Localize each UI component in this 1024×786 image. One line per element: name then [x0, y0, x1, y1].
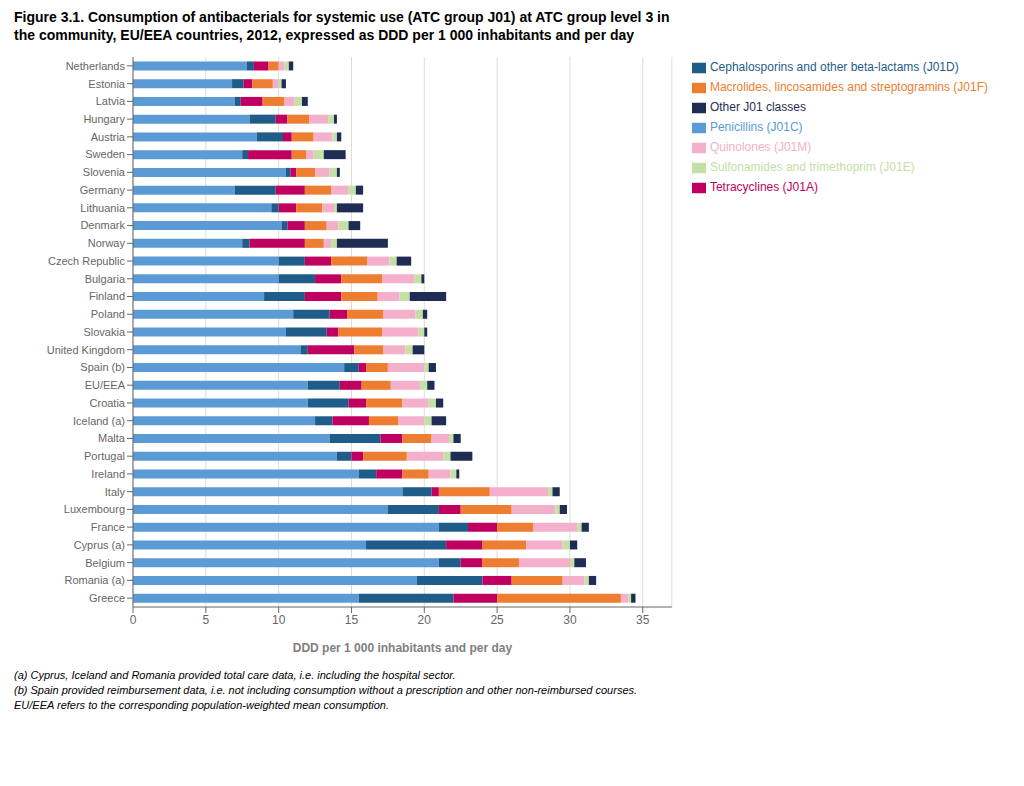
html-text:Penicillins (J01C): Penicillins (J01C)	[709, 120, 803, 134]
svg-text:Denmark: Denmark	[80, 219, 125, 231]
svg-text:Czech Republic: Czech Republic	[48, 255, 126, 267]
svg-text:Germany: Germany	[80, 184, 126, 196]
html-text:Quinolones (J01M): Quinolones (J01M)	[709, 140, 812, 154]
svg-text:Finland: Finland	[89, 290, 125, 302]
svg-text:France: France	[91, 521, 125, 533]
svg-text:Portugal: Portugal	[84, 450, 125, 462]
svg-text:30: 30	[563, 613, 577, 627]
svg-text:15: 15	[345, 613, 359, 627]
html-text:(b) Spain provided reimburseme: (b) Spain provided reimbursement data, i…	[14, 684, 638, 696]
html-text:Sulfonamides and trimethoprim: Sulfonamides and trimethoprim (J01E)	[709, 160, 915, 174]
html-text:Macrolides, lincosamides and s: Macrolides, lincosamides and streptogram…	[709, 80, 988, 94]
html-text:Figure 3.1. Consumption of ant: Figure 3.1. Consumption of antibacterial…	[14, 9, 670, 25]
svg-text:Austria: Austria	[91, 131, 126, 143]
html-text:the community, EU/EEA countrie: the community, EU/EEA countries, 2012, e…	[14, 27, 635, 43]
svg-text:Spain (b): Spain (b)	[80, 361, 125, 373]
svg-text:Luxembourg: Luxembourg	[64, 503, 125, 515]
svg-text:35: 35	[636, 613, 650, 627]
svg-text:Estonia: Estonia	[88, 78, 126, 90]
svg-text:Romania (a): Romania (a)	[64, 574, 125, 586]
svg-text:Slovenia: Slovenia	[83, 166, 126, 178]
html-text:(a) Cyprus, Iceland and Romani: (a) Cyprus, Iceland and Romania provided…	[14, 669, 456, 681]
svg-text:Belgium: Belgium	[85, 557, 125, 569]
svg-text:Greece: Greece	[89, 592, 125, 604]
svg-text:Iceland (a): Iceland (a)	[73, 415, 125, 427]
svg-text:Sweden: Sweden	[85, 148, 125, 160]
svg-text:20: 20	[418, 613, 432, 627]
html-text:EU/EEA refers to the correspon: EU/EEA refers to the corresponding popul…	[14, 699, 389, 711]
svg-text:5: 5	[202, 613, 209, 627]
svg-text:Hungary: Hungary	[83, 113, 125, 125]
html-text:Cephalosporins and other beta-: Cephalosporins and other beta-lactams (J…	[709, 60, 959, 74]
svg-text:Ireland: Ireland	[91, 468, 125, 480]
svg-text:10: 10	[272, 613, 286, 627]
svg-text:United Kingdom: United Kingdom	[47, 344, 125, 356]
svg-text:0: 0	[130, 613, 137, 627]
html-text:Tetracyclines (J01A): Tetracyclines (J01A)	[709, 180, 818, 194]
svg-text:Latvia: Latvia	[96, 95, 126, 107]
svg-text:Italy: Italy	[105, 486, 126, 498]
svg-text:25: 25	[490, 613, 504, 627]
svg-text:DDD per 1 000 inhabitants and: DDD per 1 000 inhabitants and per day	[293, 641, 513, 655]
svg-text:Slovakia: Slovakia	[83, 326, 125, 338]
svg-text:Netherlands: Netherlands	[66, 60, 126, 72]
svg-text:Croatia: Croatia	[90, 397, 126, 409]
svg-text:Poland: Poland	[91, 308, 125, 320]
svg-text:Malta: Malta	[98, 432, 126, 444]
svg-text:Norway: Norway	[88, 237, 126, 249]
html-text:Other J01 classes: Other J01 classes	[709, 100, 806, 114]
svg-text:Bulgaria: Bulgaria	[85, 273, 126, 285]
svg-text:Lithuania: Lithuania	[80, 202, 126, 214]
svg-text:Cyprus (a): Cyprus (a)	[74, 539, 125, 551]
svg-text:EU/EEA: EU/EEA	[85, 379, 126, 391]
